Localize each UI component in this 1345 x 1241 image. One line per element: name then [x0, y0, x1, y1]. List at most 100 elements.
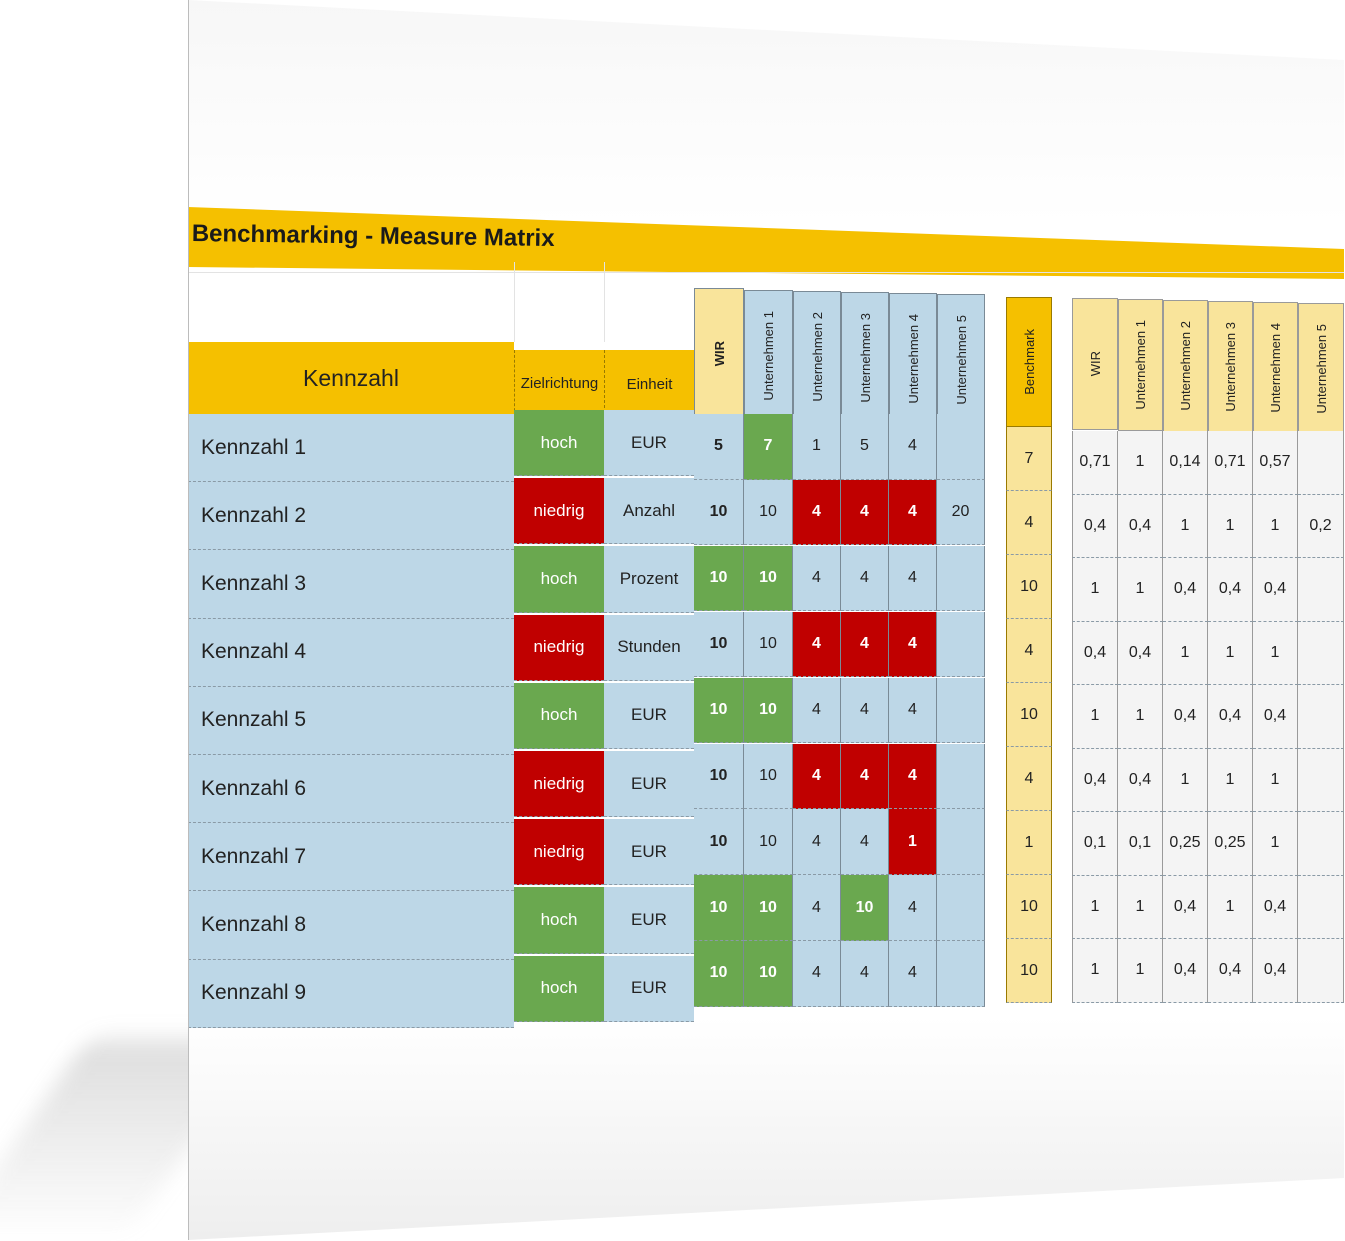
ratio-value: 0,4	[1072, 621, 1118, 685]
ratio-value: 1	[1208, 748, 1253, 812]
zielrichtung-badge: niedrig	[514, 614, 604, 681]
value-u1: 10	[744, 545, 793, 612]
einheit-cell: EUR	[604, 682, 694, 749]
ratio-value: 1	[1072, 939, 1118, 1003]
ratio-value: 1	[1253, 812, 1298, 876]
header-einheit: Einheit	[604, 350, 694, 418]
zielrichtung-badge: hoch	[514, 682, 604, 749]
ratio-value: 1	[1208, 875, 1253, 939]
zielrichtung-badge: hoch	[514, 955, 604, 1022]
value-u2: 4	[793, 875, 841, 941]
ratio-value: 1	[1118, 685, 1163, 749]
value-u1: 10	[744, 941, 793, 1007]
ratio-value: 0,25	[1163, 812, 1208, 876]
ratio-value: 0,4	[1253, 875, 1298, 939]
ratio-value: 0,4	[1253, 939, 1298, 1003]
zielrichtung-badge: hoch	[514, 887, 604, 954]
header-r-wir-label: WIR	[1087, 351, 1103, 377]
header-r-u1: Unternehmen 1	[1118, 299, 1163, 431]
value-u5	[937, 545, 985, 612]
ratio-value: 0,71	[1072, 431, 1118, 495]
kennzahl-name: Kennzahl 5	[188, 686, 514, 755]
value-u3: 10	[841, 875, 889, 941]
value-u4: 4	[889, 479, 937, 546]
value-u2: 4	[793, 941, 841, 1007]
kennzahl-name: Kennzahl 9	[188, 959, 514, 1028]
ratio-value	[1298, 431, 1344, 495]
value-wir: 10	[694, 611, 744, 678]
grid-line	[188, 272, 1344, 273]
einheit-cell: EUR	[604, 819, 694, 886]
einheit-cell: EUR	[604, 751, 694, 818]
value-u5	[937, 809, 985, 875]
value-u4: 1	[889, 809, 937, 875]
ratio-value: 1	[1253, 494, 1298, 558]
kennzahl-name: Kennzahl 8	[188, 891, 514, 960]
header-u4-label: Unternehmen 4	[905, 314, 921, 404]
ratio-value: 1	[1072, 875, 1118, 939]
header-r-u2-label: Unternehmen 2	[1178, 321, 1193, 411]
einheit-cell: Stunden	[604, 614, 694, 681]
value-u2: 4	[793, 611, 841, 678]
ratio-value: 1	[1163, 748, 1208, 812]
ratio-value: 0,25	[1208, 812, 1253, 876]
value-u4: 4	[889, 743, 937, 809]
value-u4: 4	[889, 941, 937, 1007]
header-u1: Unternehmen 1	[744, 290, 793, 422]
value-u1: 10	[744, 479, 793, 546]
ratio-value: 0,2	[1298, 494, 1344, 558]
einheit-cell: EUR	[604, 955, 694, 1022]
zielrichtung-badge: hoch	[514, 410, 604, 477]
value-u1: 10	[744, 611, 793, 678]
ratio-value: 0,4	[1163, 558, 1208, 622]
ratio-value	[1298, 685, 1344, 749]
ratio-value: 1	[1253, 748, 1298, 812]
benchmark-value: 10	[1006, 555, 1052, 619]
kennzahl-name: Kennzahl 6	[188, 755, 514, 824]
value-u4: 4	[889, 677, 937, 744]
ratio-value: 1	[1072, 685, 1118, 749]
value-u5	[937, 875, 985, 941]
ratio-value: 1	[1253, 621, 1298, 685]
einheit-cell: EUR	[604, 887, 694, 954]
header-r-u5-label: Unternehmen 5	[1313, 324, 1329, 414]
ratio-value: 0,4	[1118, 621, 1163, 685]
header-r-u3: Unternehmen 3	[1208, 301, 1253, 433]
value-wir: 10	[694, 875, 744, 941]
value-u2: 4	[793, 545, 841, 612]
ratio-value: 0,4	[1163, 875, 1208, 939]
value-u1: 10	[744, 677, 793, 744]
value-wir: 10	[694, 677, 744, 744]
value-u4: 4	[889, 414, 937, 480]
value-u1: 10	[744, 875, 793, 941]
kennzahl-name: Kennzahl 1	[188, 414, 514, 483]
ratio-value: 0,71	[1208, 431, 1253, 495]
benchmark-value: 10	[1006, 875, 1052, 939]
header-u2: Unternehmen 2	[793, 291, 841, 423]
header-kennzahl: Kennzahl	[188, 342, 514, 414]
header-benchmark: Benchmark	[1006, 297, 1052, 427]
kennzahl-name: Kennzahl 4	[188, 618, 514, 687]
ratio-value: 0,4	[1118, 748, 1163, 812]
value-wir: 10	[694, 545, 744, 612]
value-u1: 10	[744, 809, 793, 875]
benchmark-value: 4	[1006, 747, 1052, 811]
kennzahl-name: Kennzahl 3	[188, 550, 514, 619]
header-r-u3-label: Unternehmen 3	[1223, 322, 1238, 412]
value-u4: 4	[889, 545, 937, 612]
header-wir-label: WIR	[711, 341, 727, 367]
value-u2: 4	[793, 743, 841, 809]
ratio-value: 1	[1208, 494, 1253, 558]
ratio-value: 0,4	[1072, 494, 1118, 558]
value-u3: 4	[841, 677, 889, 744]
value-u4: 4	[889, 875, 937, 941]
zielrichtung-badge: niedrig	[514, 478, 604, 545]
ratio-value: 0,14	[1163, 431, 1208, 495]
header-u2-label: Unternehmen 2	[809, 312, 825, 402]
kennzahl-name: Kennzahl 7	[188, 823, 514, 892]
einheit-cell: Prozent	[604, 546, 694, 613]
header-r-u1-label: Unternehmen 1	[1133, 320, 1148, 410]
header-r-u4-label: Unternehmen 4	[1268, 323, 1283, 413]
value-wir: 10	[694, 743, 744, 809]
value-u5	[937, 414, 985, 480]
